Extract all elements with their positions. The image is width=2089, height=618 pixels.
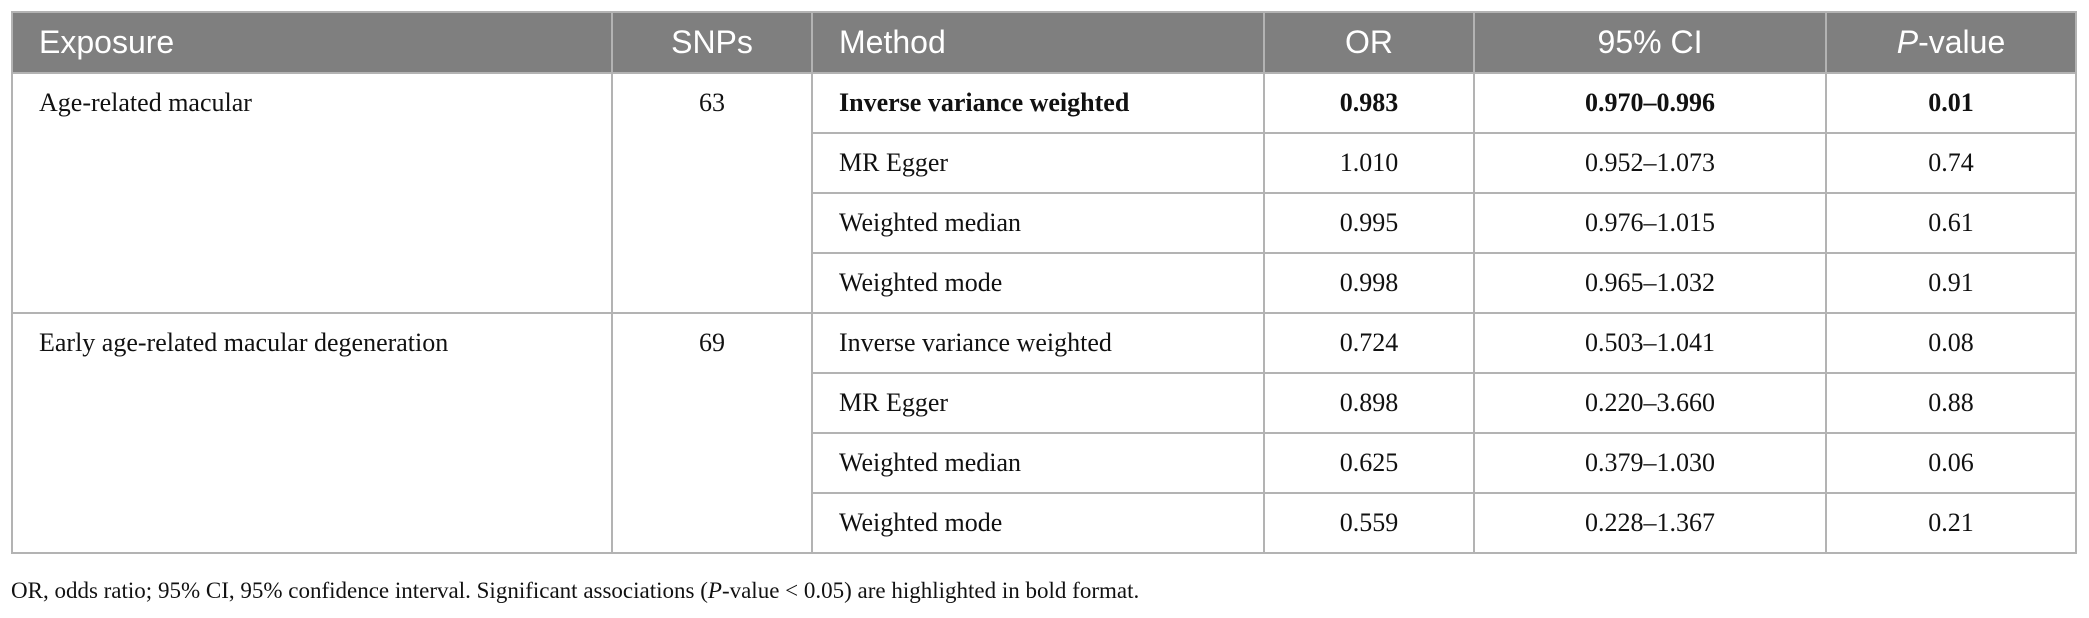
method-cell: Weighted mode — [811, 252, 1265, 314]
table-row: Weighted median 0.995 0.976–1.015 0.61 — [12, 192, 2077, 254]
ci-cell: 0.965–1.032 — [1473, 252, 1827, 314]
p-value-cell: 0.74 — [1825, 132, 2077, 194]
or-cell: 1.010 — [1263, 132, 1475, 194]
table-row: Weighted median 0.625 0.379–1.030 0.06 — [12, 432, 2077, 494]
header-cell: SNPs — [611, 11, 813, 74]
footnote: OR, odds ratio; 95% CI, 95% confidence i… — [11, 578, 1139, 604]
header-cell: Exposure — [11, 11, 613, 74]
ci-cell: 0.503–1.041 — [1473, 312, 1827, 374]
header-cell: OR — [1263, 11, 1475, 74]
exposure-cell: Age-related macular — [11, 72, 613, 314]
table-row: Early age-related macular degeneration 69… — [11, 312, 2077, 554]
p-value-cell: 0.61 — [1825, 192, 2077, 254]
or-cell: 0.625 — [1263, 432, 1475, 494]
or-cell: 0.898 — [1263, 372, 1475, 434]
method-cell: Weighted median — [811, 432, 1265, 494]
table-body: Age-related macular 63 Inverse variance we… — [11, 72, 2077, 554]
footnote-text: -value < 0.05) are highlighted in bold f… — [721, 578, 1140, 603]
method-cell: Inverse variance weighted — [811, 72, 1265, 134]
p-value-cell: 0.06 — [1825, 432, 2077, 494]
method-cell: MR Egger — [811, 372, 1265, 434]
header-text: -value — [1918, 24, 2006, 60]
or-cell: 0.995 — [1263, 192, 1475, 254]
header-italic: P — [1896, 24, 1919, 60]
ci-cell: 0.976–1.015 — [1473, 192, 1827, 254]
header-row: Exposure SNPs Method OR 95% CI P-value — [11, 11, 2077, 74]
snps-cell: 63 — [611, 72, 813, 314]
table-header: Exposure SNPs Method OR 95% CI P-value — [11, 11, 2077, 74]
method-cell: MR Egger — [811, 132, 1265, 194]
method-cell: Weighted median — [811, 192, 1265, 254]
ci-cell: 0.220–3.660 — [1473, 372, 1827, 434]
table-row: Weighted mode 0.998 0.965–1.032 0.91 — [12, 252, 2077, 314]
header-cell: P-value — [1825, 11, 2077, 74]
p-value-cell: 0.01 — [1825, 72, 2077, 134]
method-cell: Inverse variance weighted — [811, 312, 1265, 374]
table-row: MR Egger 1.010 0.952–1.073 0.74 — [12, 132, 2077, 194]
p-value-cell: 0.91 — [1825, 252, 2077, 314]
p-value-cell: 0.88 — [1825, 372, 2077, 434]
or-cell: 0.559 — [1263, 492, 1475, 554]
or-cell: 0.983 — [1263, 72, 1475, 134]
or-cell: 0.998 — [1263, 252, 1475, 314]
footnote-italic: P — [707, 578, 722, 603]
exposure-cell: Early age-related macular degeneration — [11, 312, 613, 554]
ci-cell: 0.379–1.030 — [1473, 432, 1827, 494]
ci-cell: 0.952–1.073 — [1473, 132, 1827, 194]
p-value-cell: 0.08 — [1825, 312, 2077, 374]
ci-cell: 0.970–0.996 — [1473, 72, 1827, 134]
header-cell: 95% CI — [1473, 11, 1827, 74]
table-row: Age-related macular 63 Inverse variance we… — [11, 72, 2077, 314]
table-row: MR Egger 0.898 0.220–3.660 0.88 — [12, 372, 2077, 434]
footnote-text: OR, odds ratio; 95% CI, 95% confidence i… — [11, 578, 708, 603]
results-table: Exposure SNPs Method OR 95% CI P-value Age-re… — [11, 11, 2077, 554]
or-cell: 0.724 — [1263, 312, 1475, 374]
ci-cell: 0.228–1.367 — [1473, 492, 1827, 554]
header-cell: Method — [811, 11, 1265, 74]
table-row: Weighted mode 0.559 0.228–1.367 0.21 — [12, 492, 2077, 554]
p-value-cell: 0.21 — [1825, 492, 2077, 554]
method-cell: Weighted mode — [811, 492, 1265, 554]
snps-cell: 69 — [611, 312, 813, 554]
